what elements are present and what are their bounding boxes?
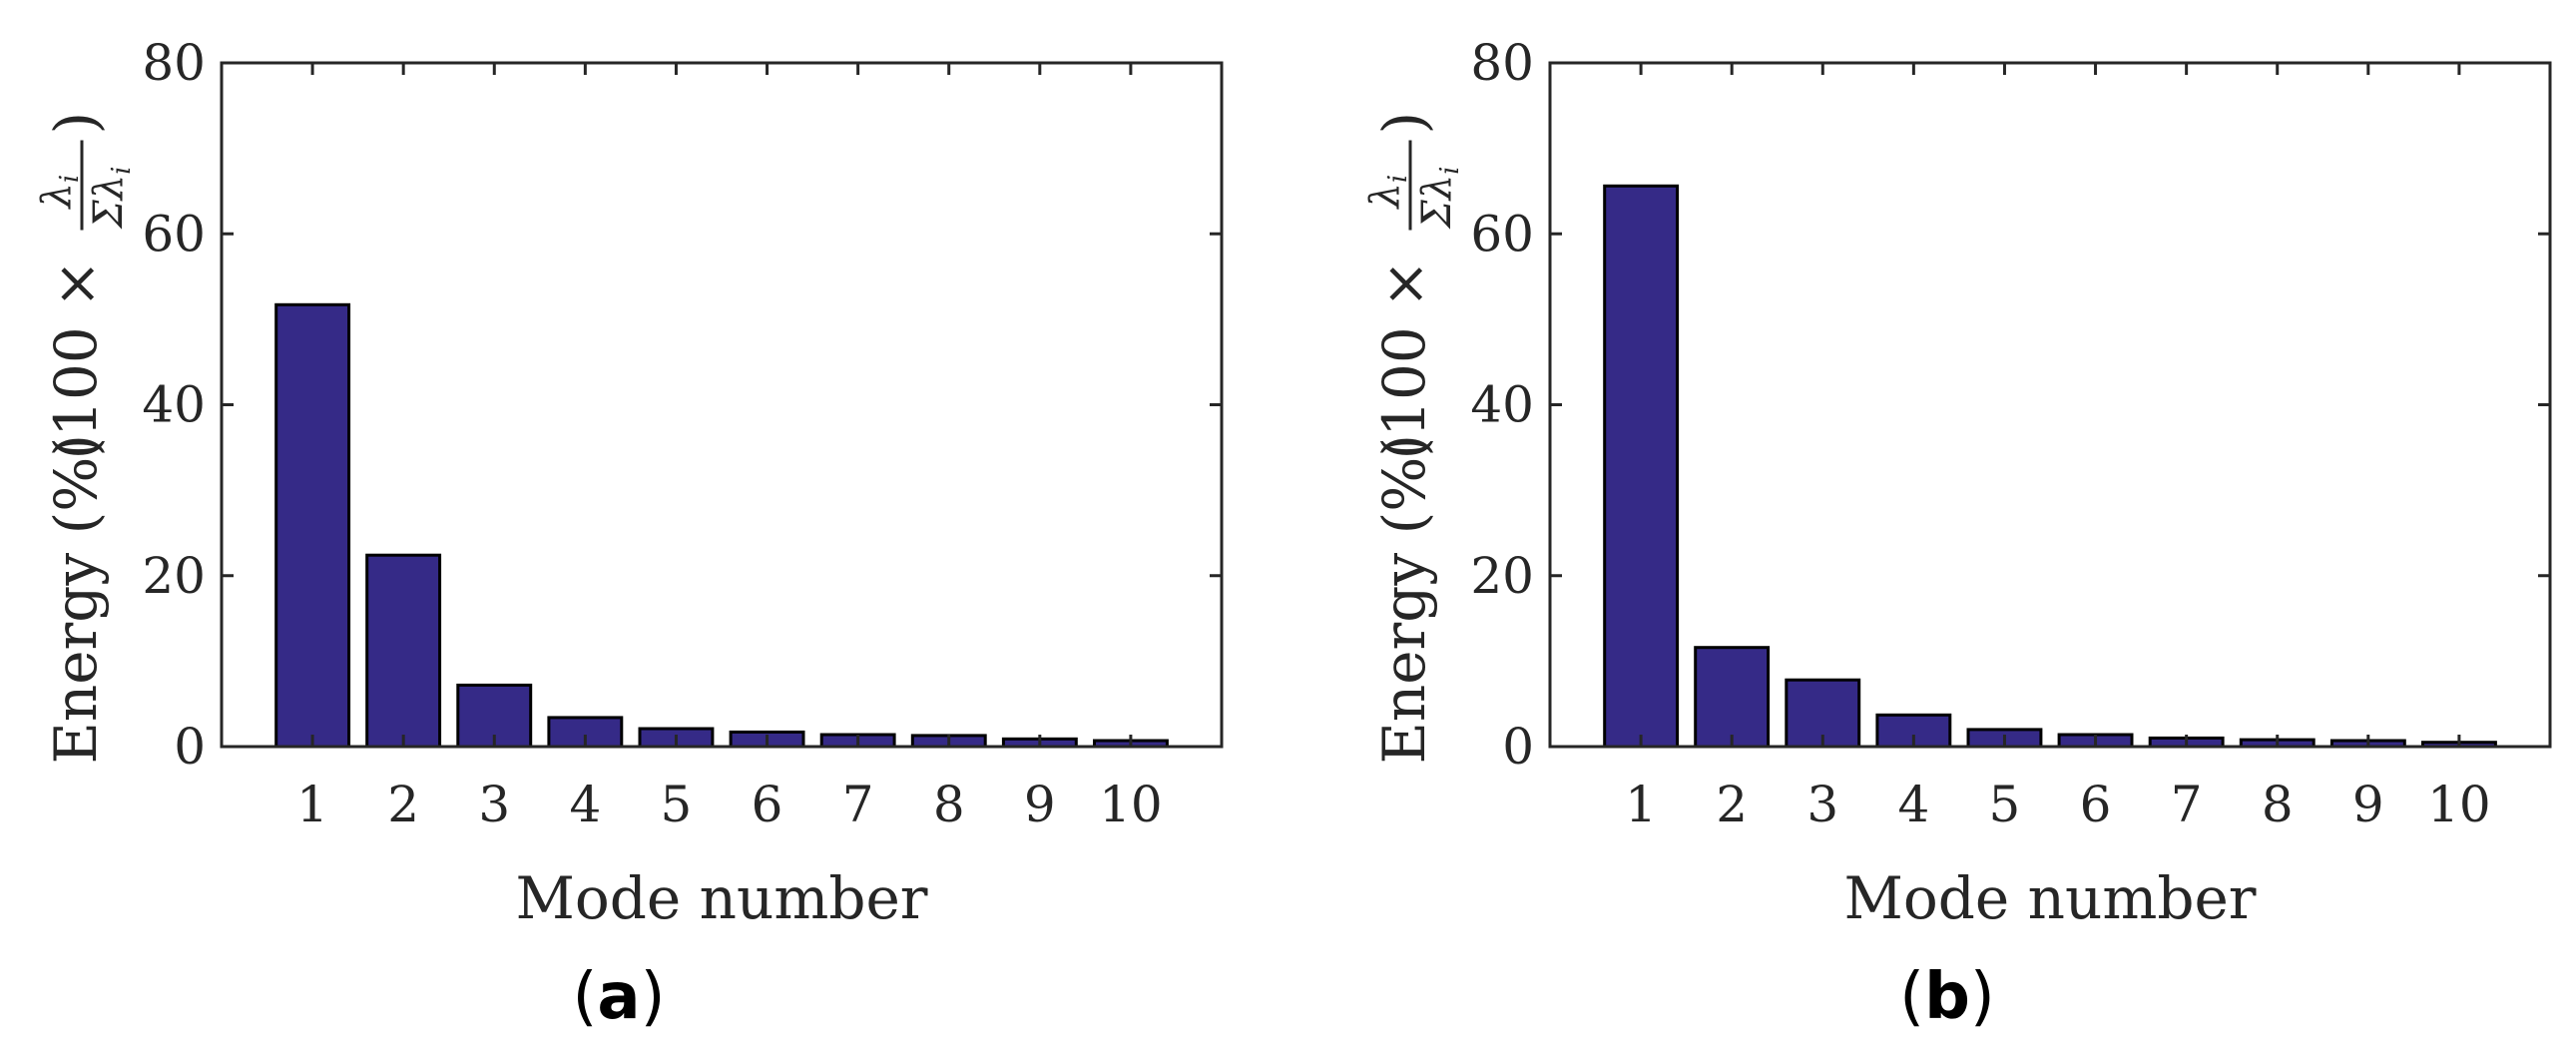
- x-tick-label-b-6: 6: [2080, 776, 2112, 833]
- x-axis-label-b: Mode number: [1843, 864, 2256, 932]
- y-tick-label-a-20: 20: [142, 547, 206, 605]
- panel-label-a: (a): [572, 960, 665, 1034]
- y-axis-label-frac-denominator: Σλi: [1414, 167, 1465, 231]
- y-axis-label-a: Energy (%)(100 × λi Σλi): [34, 112, 137, 765]
- y-tick-label-a-0: 0: [174, 718, 206, 776]
- chart-panel-a: 0 20 40 60 80 1 2 3 4 5 6 7 8 9 10 Mode number Energy (%…: [34, 34, 1224, 1034]
- x-tick-label-b-9: 9: [2352, 776, 2384, 833]
- x-tick-label-a-6: 6: [752, 776, 783, 833]
- x-tick-label-b-1: 1: [1625, 776, 1657, 833]
- y-axis-label-math-prefix: (100 ×: [42, 260, 110, 459]
- x-tick-label-a-1: 1: [296, 776, 328, 833]
- y-tick-label-a-40: 40: [142, 376, 206, 434]
- x-tick-label-b-4: 4: [1897, 776, 1929, 833]
- bar-b-2: [1694, 646, 1771, 749]
- x-tick-label-a-9: 9: [1024, 776, 1056, 833]
- x-tick-label-b-2: 2: [1716, 776, 1748, 833]
- y-tick-label-b-80: 80: [1470, 34, 1534, 92]
- chart-panel-b: 0 20 40 60 80 1 2 3 4 5 6 7 8 9 10 Mode number Energy (%…: [1362, 34, 2552, 1034]
- x-tick-label-b-3: 3: [1806, 776, 1838, 833]
- y-axis-label-frac-numerator: λi: [1362, 175, 1413, 211]
- x-tick-label-a-10: 10: [1099, 776, 1163, 833]
- x-axis-label-a: Mode number: [515, 864, 927, 932]
- y-tick-label-a-60: 60: [142, 205, 206, 263]
- axes-box-b: [1548, 61, 2552, 749]
- x-tick-label-a-3: 3: [478, 776, 510, 833]
- y-axis-label-math-prefix: (100 ×: [1370, 260, 1438, 459]
- y-axis-label-math-suffix: ): [1370, 112, 1438, 135]
- y-tick-label-b-60: 60: [1470, 205, 1534, 263]
- y-axis-label-frac-numerator: λi: [34, 175, 85, 211]
- y-tick-label-b-20: 20: [1470, 547, 1534, 605]
- panel-label-b: (b): [1899, 960, 1995, 1034]
- bar-b-1: [1603, 184, 1680, 749]
- y-axis-label-text: Energy (%): [1370, 434, 1438, 764]
- x-tick-label-a-4: 4: [569, 776, 601, 833]
- bar-a-1: [274, 302, 351, 749]
- y-axis-label-b: Energy (%)(100 × λi Σλi): [1362, 112, 1465, 765]
- x-tick-label-b-8: 8: [2262, 776, 2294, 833]
- x-tick-label-b-5: 5: [1989, 776, 2021, 833]
- x-tick-label-a-7: 7: [842, 776, 874, 833]
- x-tick-label-a-5: 5: [661, 776, 693, 833]
- y-axis-label-text: Energy (%): [42, 434, 110, 764]
- y-tick-label-b-0: 0: [1502, 718, 1534, 776]
- x-tick-label-a-8: 8: [933, 776, 965, 833]
- x-tick-label-a-2: 2: [387, 776, 419, 833]
- y-tick-label-a-80: 80: [142, 34, 206, 92]
- y-axis-label-frac-denominator: Σλi: [86, 167, 137, 231]
- x-tick-label-b-10: 10: [2427, 776, 2491, 833]
- x-tick-label-b-7: 7: [2171, 776, 2203, 833]
- bar-a-2: [365, 553, 442, 749]
- y-tick-label-b-40: 40: [1470, 376, 1534, 434]
- y-axis-label-math-suffix: ): [42, 112, 110, 135]
